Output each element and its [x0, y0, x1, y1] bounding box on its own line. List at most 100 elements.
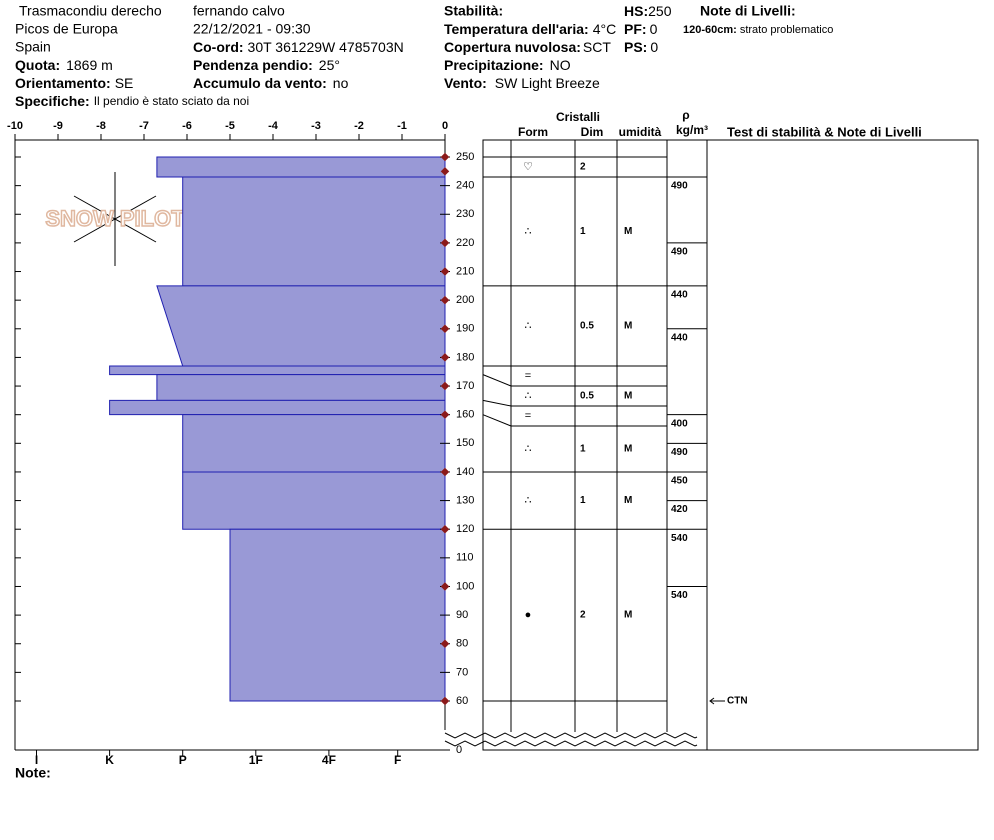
value: 30T 361229W 4785703N — [248, 39, 404, 55]
temperature-point — [440, 696, 450, 706]
y-tick-label: 240 — [456, 180, 474, 192]
value: SE — [115, 75, 134, 91]
density: 540 — [671, 533, 688, 544]
x-tick-label: -1 — [397, 120, 407, 132]
y-tick-label: 230 — [456, 208, 474, 220]
density: 420 — [671, 504, 688, 515]
quota: Quota: 1869 m — [15, 57, 113, 73]
grain-size: 1 — [580, 226, 586, 237]
wind: Vento: SW Light Breeze — [444, 75, 600, 91]
y-tick-label: 100 — [456, 580, 474, 592]
temperature-point — [440, 582, 450, 591]
air-temp: Temperatura dell'aria: 4°C — [444, 21, 616, 37]
pf: PF: 0 — [624, 21, 658, 37]
x-tick-label: 0 — [442, 120, 448, 132]
y-tick-label: 170 — [456, 380, 474, 392]
temperature-point — [440, 267, 450, 276]
moisture: M — [624, 391, 632, 402]
cloud: Copertura nuvolosa: SCT — [444, 39, 611, 55]
value: 0 — [650, 39, 658, 55]
hs: HS:250 — [624, 3, 672, 19]
y-tick-label: 250 — [456, 151, 474, 163]
value: 1869 m — [66, 57, 113, 73]
label: 120-60cm: — [683, 24, 737, 36]
axis-break — [444, 732, 698, 747]
label: HS: — [624, 3, 648, 19]
hardness-layer — [182, 176, 446, 287]
density: 540 — [671, 590, 688, 601]
slope: Pendenza pendio: 25° — [193, 57, 340, 73]
layer-note: 120-60cm: strato problematico — [683, 24, 833, 36]
value: SW Light Breeze — [495, 75, 600, 91]
region: Picos de Europa — [15, 21, 118, 37]
value: 25° — [319, 57, 340, 73]
density: 440 — [671, 289, 688, 300]
grain-form: ∴ — [525, 320, 532, 332]
label: Precipitazione: — [444, 57, 544, 73]
datetime: 22/12/2021 - 09:30 — [193, 21, 311, 37]
hardness-layer — [182, 414, 446, 473]
hardness-label: 1F — [249, 753, 263, 767]
y-tick-label: 90 — [456, 609, 468, 621]
precip: Precipitazione: NO — [444, 57, 571, 73]
grain-form: ∴ — [525, 390, 532, 402]
temperature-point — [440, 381, 450, 391]
value: 250 — [648, 3, 672, 19]
y-tick-label: 0 — [456, 744, 462, 756]
grain-form: ∴ — [525, 443, 532, 455]
temperature-point — [440, 167, 450, 176]
y-tick-label: 220 — [456, 237, 474, 249]
test-label: CTN — [727, 696, 748, 707]
hardness-label: P — [179, 753, 187, 767]
density: 400 — [671, 418, 688, 429]
grain-size: 2 — [580, 610, 586, 621]
coord: Co-ord: 30T 361229W 4785703N — [193, 39, 404, 55]
x-tick-label: -7 — [139, 120, 149, 132]
specifics: Specifiche: Il pendio è stato sciato da n… — [15, 93, 249, 109]
observer: fernando calvo — [193, 3, 285, 19]
orientation: Orientamento: SE — [15, 75, 133, 91]
x-tick-label: -8 — [96, 120, 106, 132]
temperature-point — [440, 410, 450, 419]
hardness-layer — [109, 365, 446, 376]
density: 490 — [671, 447, 688, 458]
temperature-point — [440, 467, 450, 477]
header-form: Form — [518, 125, 548, 139]
temperature-point — [440, 324, 450, 334]
ps: PS: 0 — [624, 39, 658, 55]
label: PS: — [624, 39, 647, 55]
value: 0 — [650, 21, 658, 37]
label: Specifiche: — [15, 93, 90, 109]
hardness-label: K — [105, 753, 114, 767]
hardness-layer — [182, 471, 446, 530]
grain-form: ♡ — [523, 161, 533, 173]
y-tick-label: 160 — [456, 409, 474, 421]
connector — [482, 374, 512, 387]
density: 490 — [671, 181, 688, 192]
hardness-layer — [109, 399, 446, 416]
value: no — [333, 75, 349, 91]
density: 440 — [671, 332, 688, 343]
grain-size: 2 — [580, 162, 586, 173]
y-tick-label: 190 — [456, 323, 474, 335]
grain-form: = — [525, 370, 531, 382]
temperature-point — [440, 152, 450, 162]
grain-size: 1 — [580, 495, 586, 506]
x-tick-label: -5 — [225, 120, 235, 132]
temperature-point — [440, 639, 450, 648]
hardness-layer — [156, 285, 446, 367]
grain-form: ● — [525, 609, 532, 621]
grain-size: 1 — [580, 444, 586, 455]
grain-size: 0.5 — [580, 391, 594, 402]
y-tick-label: 60 — [456, 695, 468, 707]
wind-load: Accumulo da vento: no — [193, 75, 349, 91]
y-tick-label: 110 — [456, 552, 474, 564]
header-density: kg/m³ — [676, 123, 708, 137]
country: Spain — [15, 39, 51, 55]
value: strato problematico — [740, 24, 834, 36]
moisture: M — [624, 444, 632, 455]
density: 490 — [671, 247, 688, 258]
density: 450 — [671, 476, 688, 487]
header-moisture: umidità — [619, 125, 662, 139]
